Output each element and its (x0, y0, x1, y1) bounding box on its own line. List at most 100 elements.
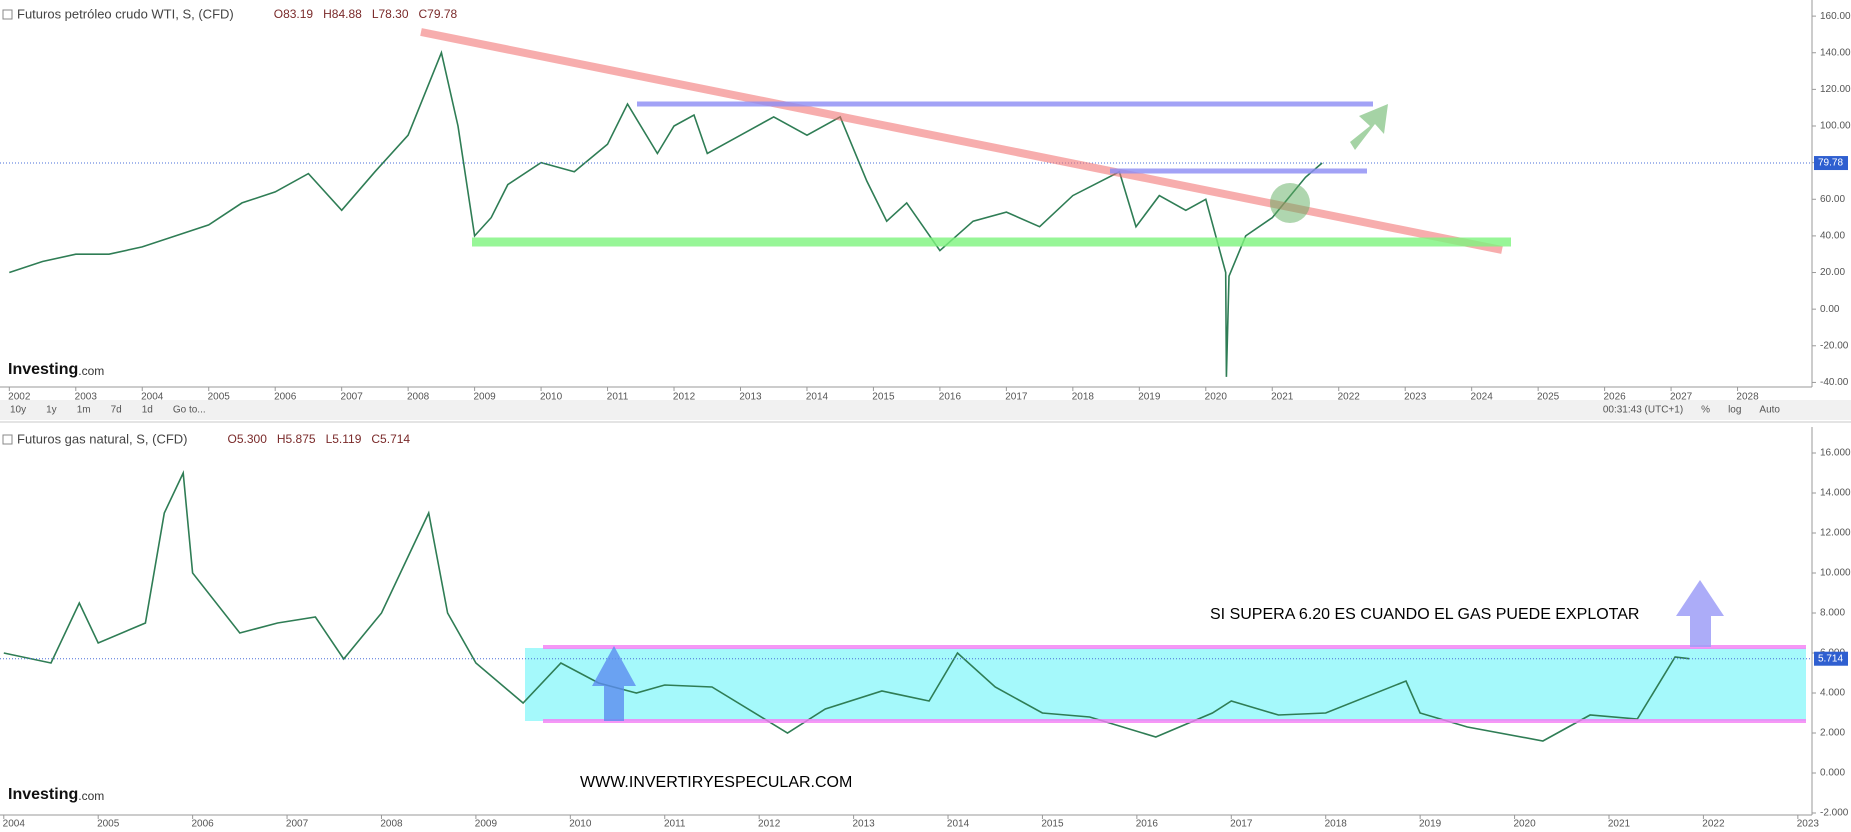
y-tick-label: 16.000 (1820, 448, 1851, 459)
x-tick-label: 2020 (1513, 819, 1536, 830)
x-tick-label: 2011 (664, 819, 686, 830)
y-tick-label: -20.00 (1820, 340, 1849, 351)
toolbar-button[interactable]: 7d (111, 405, 122, 416)
x-tick-label: 2017 (1005, 392, 1028, 403)
ohlc-value: L78.30 (372, 7, 409, 21)
x-tick-label: 2024 (1471, 392, 1494, 403)
toolbar-button[interactable]: 1y (46, 405, 57, 416)
x-tick-label: 2016 (1136, 819, 1159, 830)
last-price-label: 79.78 (1818, 158, 1843, 169)
x-tick-label: 2019 (1419, 819, 1442, 830)
toolbar-button[interactable]: 1d (142, 405, 153, 416)
y-tick-label: 20.00 (1820, 267, 1845, 278)
y-tick-label: 40.00 (1820, 231, 1845, 242)
drawings: SI SUPERA 6.20 ES CUANDO EL GAS PUEDE EX… (420, 28, 1806, 791)
y-tick-label: 160.00 (1820, 11, 1851, 22)
x-tick-label: 2002 (8, 392, 31, 403)
x-tick-label: 2009 (475, 819, 498, 830)
x-tick-label: 2008 (407, 392, 430, 403)
x-tick-label: 2013 (739, 392, 762, 403)
ohlc-value: C5.714 (371, 432, 410, 446)
x-tick-label: 2007 (286, 819, 309, 830)
y-tick-label: 100.00 (1820, 121, 1851, 132)
x-tick-label: 2005 (208, 392, 231, 403)
y-tick-label: 12.000 (1820, 528, 1851, 539)
x-tick-label: 2004 (3, 819, 26, 830)
chart-title: Futuros gas natural, S, (CFD) (17, 431, 188, 446)
x-tick-label: 2026 (1603, 392, 1626, 403)
x-tick-label: 2012 (673, 392, 696, 403)
x-tick-label: 2006 (274, 392, 297, 403)
x-tick-label: 2004 (141, 392, 164, 403)
toolbar-button[interactable]: 10y (10, 405, 26, 416)
ohlc-value: H5.875 (277, 432, 316, 446)
toolbar-button[interactable]: log (1728, 405, 1741, 416)
x-tick-label: 2016 (939, 392, 962, 403)
y-tick-label: 2.000 (1820, 728, 1845, 739)
logo-suffix: .com (78, 789, 104, 803)
x-tick-label: 2015 (1041, 819, 1064, 830)
x-tick-label: 2028 (1736, 392, 1759, 403)
up-arrow (1350, 104, 1388, 150)
y-tick-label: 140.00 (1820, 47, 1851, 58)
x-tick-label: 2017 (1230, 819, 1253, 830)
toolbar-button[interactable]: Go to... (173, 405, 206, 416)
x-tick-label: 2003 (75, 392, 98, 403)
y-tick-label: 0.000 (1820, 768, 1845, 779)
toolbar-button[interactable]: Auto (1759, 405, 1780, 416)
toolbar-button[interactable]: 1m (77, 405, 91, 416)
ohlc-value: O5.300 (228, 432, 268, 446)
toolbar-bar (0, 400, 1851, 420)
x-tick-label: 2023 (1404, 392, 1427, 403)
x-tick-label: 2010 (569, 819, 592, 830)
x-tick-label: 2021 (1608, 819, 1631, 830)
ohlc-value: L5.119 (326, 432, 362, 446)
ohlc-value: H84.88 (323, 7, 362, 21)
y-tick-label: -40.00 (1820, 377, 1849, 388)
ohlc-value: C79.78 (419, 7, 458, 21)
logo: Investing (8, 361, 78, 378)
chart-title: Futuros petróleo crudo WTI, S, (CFD) (17, 6, 234, 21)
y-tick-label: 10.000 (1820, 568, 1851, 579)
annotation: WWW.INVERTIRYESPECULAR.COM (580, 774, 852, 791)
x-tick-label: 2011 (607, 392, 629, 403)
x-tick-label: 2014 (806, 392, 829, 403)
x-tick-label: 2015 (872, 392, 895, 403)
under-drawings (525, 648, 1806, 721)
toolbar-button[interactable]: % (1701, 405, 1710, 416)
ohlc-value: O83.19 (274, 7, 314, 21)
x-tick-label: 2009 (473, 392, 496, 403)
price-line (9, 50, 1323, 377)
collapse-icon (2, 434, 13, 445)
range-box (525, 648, 1806, 721)
y-tick-label: 14.000 (1820, 488, 1851, 499)
toolbar-button[interactable]: 00:31:43 (UTC+1) (1603, 405, 1683, 416)
logo-suffix: .com (78, 364, 104, 378)
y-tick-label: 8.000 (1820, 608, 1845, 619)
annotation: SI SUPERA 6.20 ES CUANDO EL GAS PUEDE EX… (1210, 606, 1639, 623)
x-tick-label: 2022 (1338, 392, 1361, 403)
x-tick-label: 2023 (1797, 819, 1820, 830)
x-tick-label: 2014 (947, 819, 970, 830)
x-tick-label: 2013 (852, 819, 875, 830)
up-arrow (1676, 580, 1724, 647)
x-tick-label: 2027 (1670, 392, 1693, 403)
y-tick-label: 60.00 (1820, 194, 1845, 205)
x-tick-label: 2022 (1702, 819, 1725, 830)
y-tick-label: -2.000 (1820, 808, 1849, 819)
x-tick-label: 2007 (341, 392, 364, 403)
y-tick-label: 4.000 (1820, 688, 1845, 699)
x-tick-label: 2012 (758, 819, 781, 830)
x-tick-label: 2019 (1138, 392, 1161, 403)
collapse-icon (2, 9, 13, 20)
last-price-label: 5.714 (1818, 653, 1843, 664)
logo: Investing (8, 786, 78, 803)
x-tick-label: 2020 (1205, 392, 1228, 403)
y-tick-label: 0.00 (1820, 304, 1840, 315)
x-tick-label: 2006 (192, 819, 215, 830)
last-price-box (1814, 651, 1848, 666)
y-tick-label: 120.00 (1820, 84, 1851, 95)
x-tick-label: 2010 (540, 392, 563, 403)
x-tick-label: 2025 (1537, 392, 1560, 403)
